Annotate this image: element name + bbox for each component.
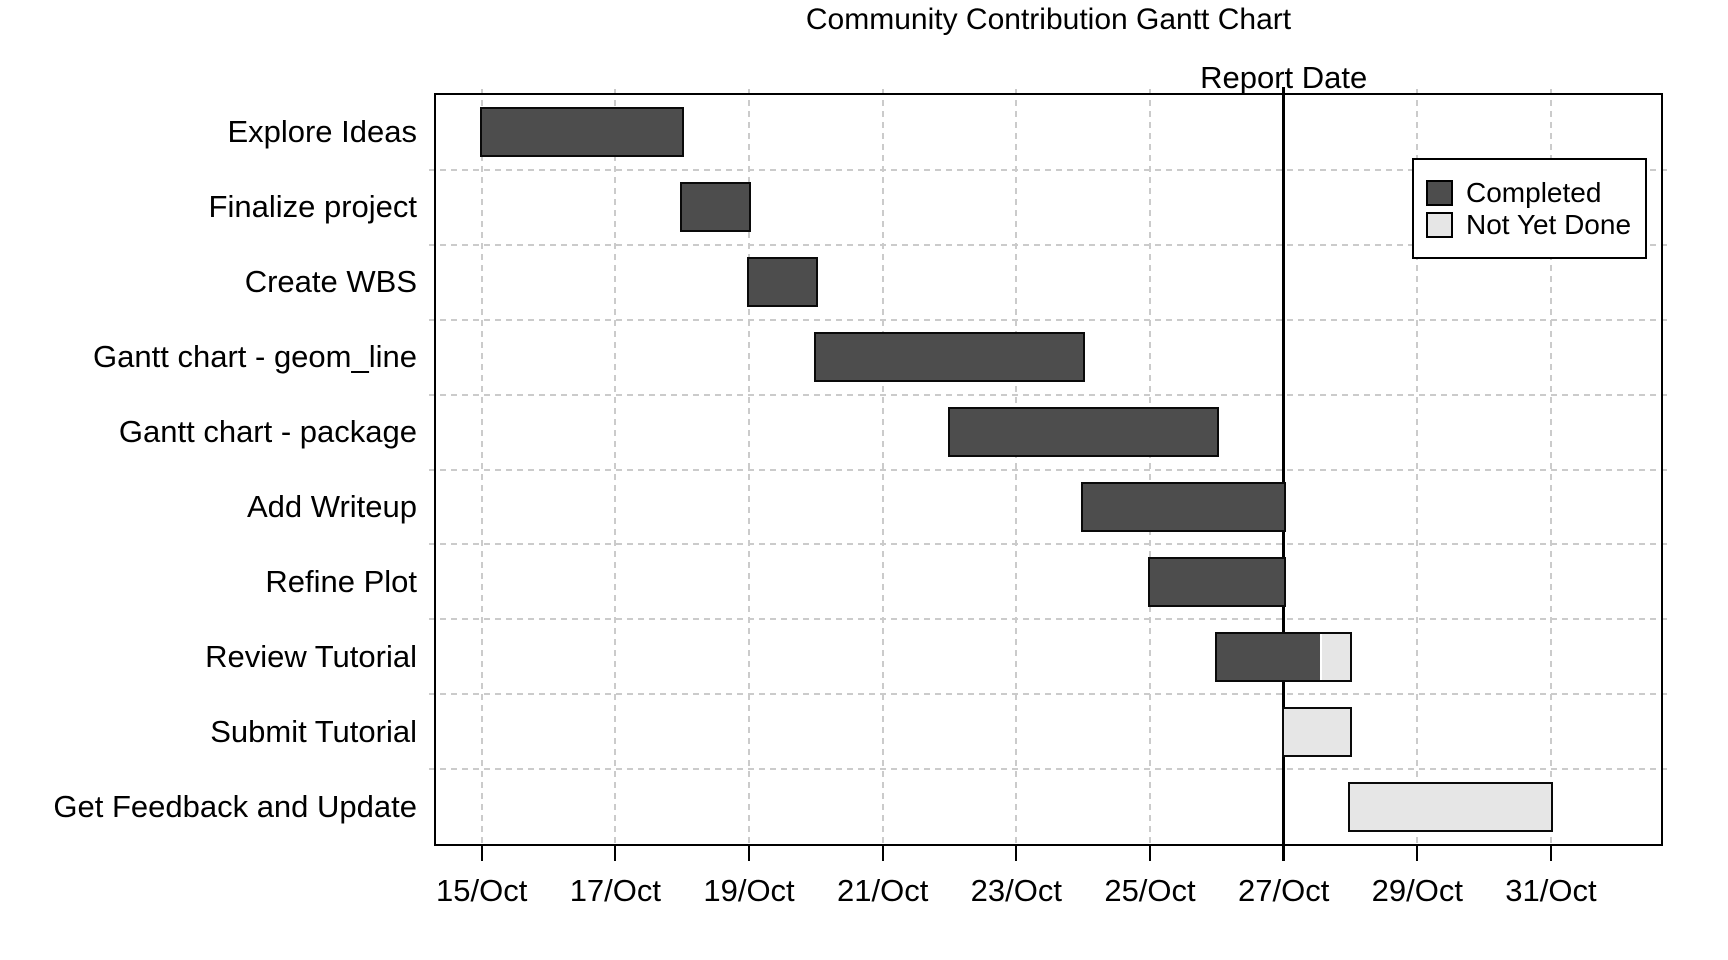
x-axis-tick <box>748 845 751 861</box>
x-axis-tick <box>1416 845 1419 861</box>
x-axis-tick <box>1149 845 1151 861</box>
gantt-bar-remaining-segment <box>1321 633 1351 680</box>
report-date-line <box>1282 87 1286 861</box>
legend: Completed Not Yet Done <box>1412 158 1647 259</box>
x-axis-tick-label: 21/Oct <box>837 873 929 908</box>
y-axis-task-label: Create WBS <box>244 264 417 300</box>
gridline-horizontal <box>429 468 1668 471</box>
legend-label: Not Yet Done <box>1466 209 1632 240</box>
gantt-bar <box>1148 556 1286 607</box>
y-axis-task-label: Gantt chart - package <box>118 414 417 450</box>
gridline-horizontal <box>429 693 1668 696</box>
gridline-horizontal <box>429 768 1668 771</box>
gridline-horizontal <box>429 243 1668 246</box>
x-axis-tick-label: 31/Oct <box>1505 873 1597 908</box>
y-axis-task-label: Submit Tutorial <box>210 713 417 749</box>
legend-entry: Not Yet Done <box>1426 209 1645 241</box>
y-axis-task-label: Review Tutorial <box>205 638 417 674</box>
legend-swatch-completed <box>1426 180 1453 206</box>
legend-swatch-not_yet_done <box>1426 212 1453 238</box>
x-axis-tick-label: 29/Oct <box>1371 873 1463 908</box>
gantt-bar <box>680 182 752 233</box>
gantt-bar <box>1281 706 1353 757</box>
gantt-bar <box>747 257 818 308</box>
legend-entry: Completed <box>1426 177 1645 209</box>
gantt-bar <box>479 107 685 158</box>
y-axis-task-label: Finalize project <box>208 189 417 225</box>
x-axis-tick-label: 23/Oct <box>970 873 1062 908</box>
y-axis-task-label: Explore Ideas <box>227 114 417 150</box>
y-axis-task-label: Get Feedback and Update <box>53 788 417 824</box>
x-axis-tick-label: 27/Oct <box>1237 873 1330 908</box>
gantt-bar <box>813 332 1086 383</box>
x-axis-tick <box>1549 845 1552 861</box>
x-axis-tick-label: 17/Oct <box>569 873 662 908</box>
gridline-horizontal <box>429 318 1668 321</box>
y-axis-task-label: Gantt chart - geom_line <box>93 339 417 375</box>
x-axis-tick <box>881 845 884 861</box>
gantt-bar <box>947 407 1219 458</box>
gantt-bar <box>1348 781 1553 832</box>
gantt-bar-completed-segment <box>1216 633 1322 680</box>
gantt-bar <box>1214 631 1353 682</box>
x-axis-tick <box>480 845 483 861</box>
chart-title: Community Contribution Gantt Chart <box>805 3 1292 36</box>
legend-label: Completed <box>1466 177 1602 208</box>
x-axis-tick-label: 25/Oct <box>1104 873 1196 908</box>
x-axis-tick <box>614 845 617 861</box>
x-axis-tick <box>1282 845 1285 861</box>
gantt-bar <box>1081 481 1286 532</box>
x-axis-tick <box>1015 845 1018 861</box>
y-axis-task-label: Add Writeup <box>246 488 417 524</box>
x-axis-tick-label: 15/Oct <box>436 873 528 908</box>
gridline-horizontal <box>429 168 1668 171</box>
x-axis-tick-label: 19/Oct <box>703 873 795 908</box>
gridline-horizontal <box>429 618 1668 621</box>
y-axis-task-label: Refine Plot <box>265 563 417 599</box>
gridline-horizontal <box>429 393 1668 396</box>
gridline-horizontal <box>429 543 1668 546</box>
